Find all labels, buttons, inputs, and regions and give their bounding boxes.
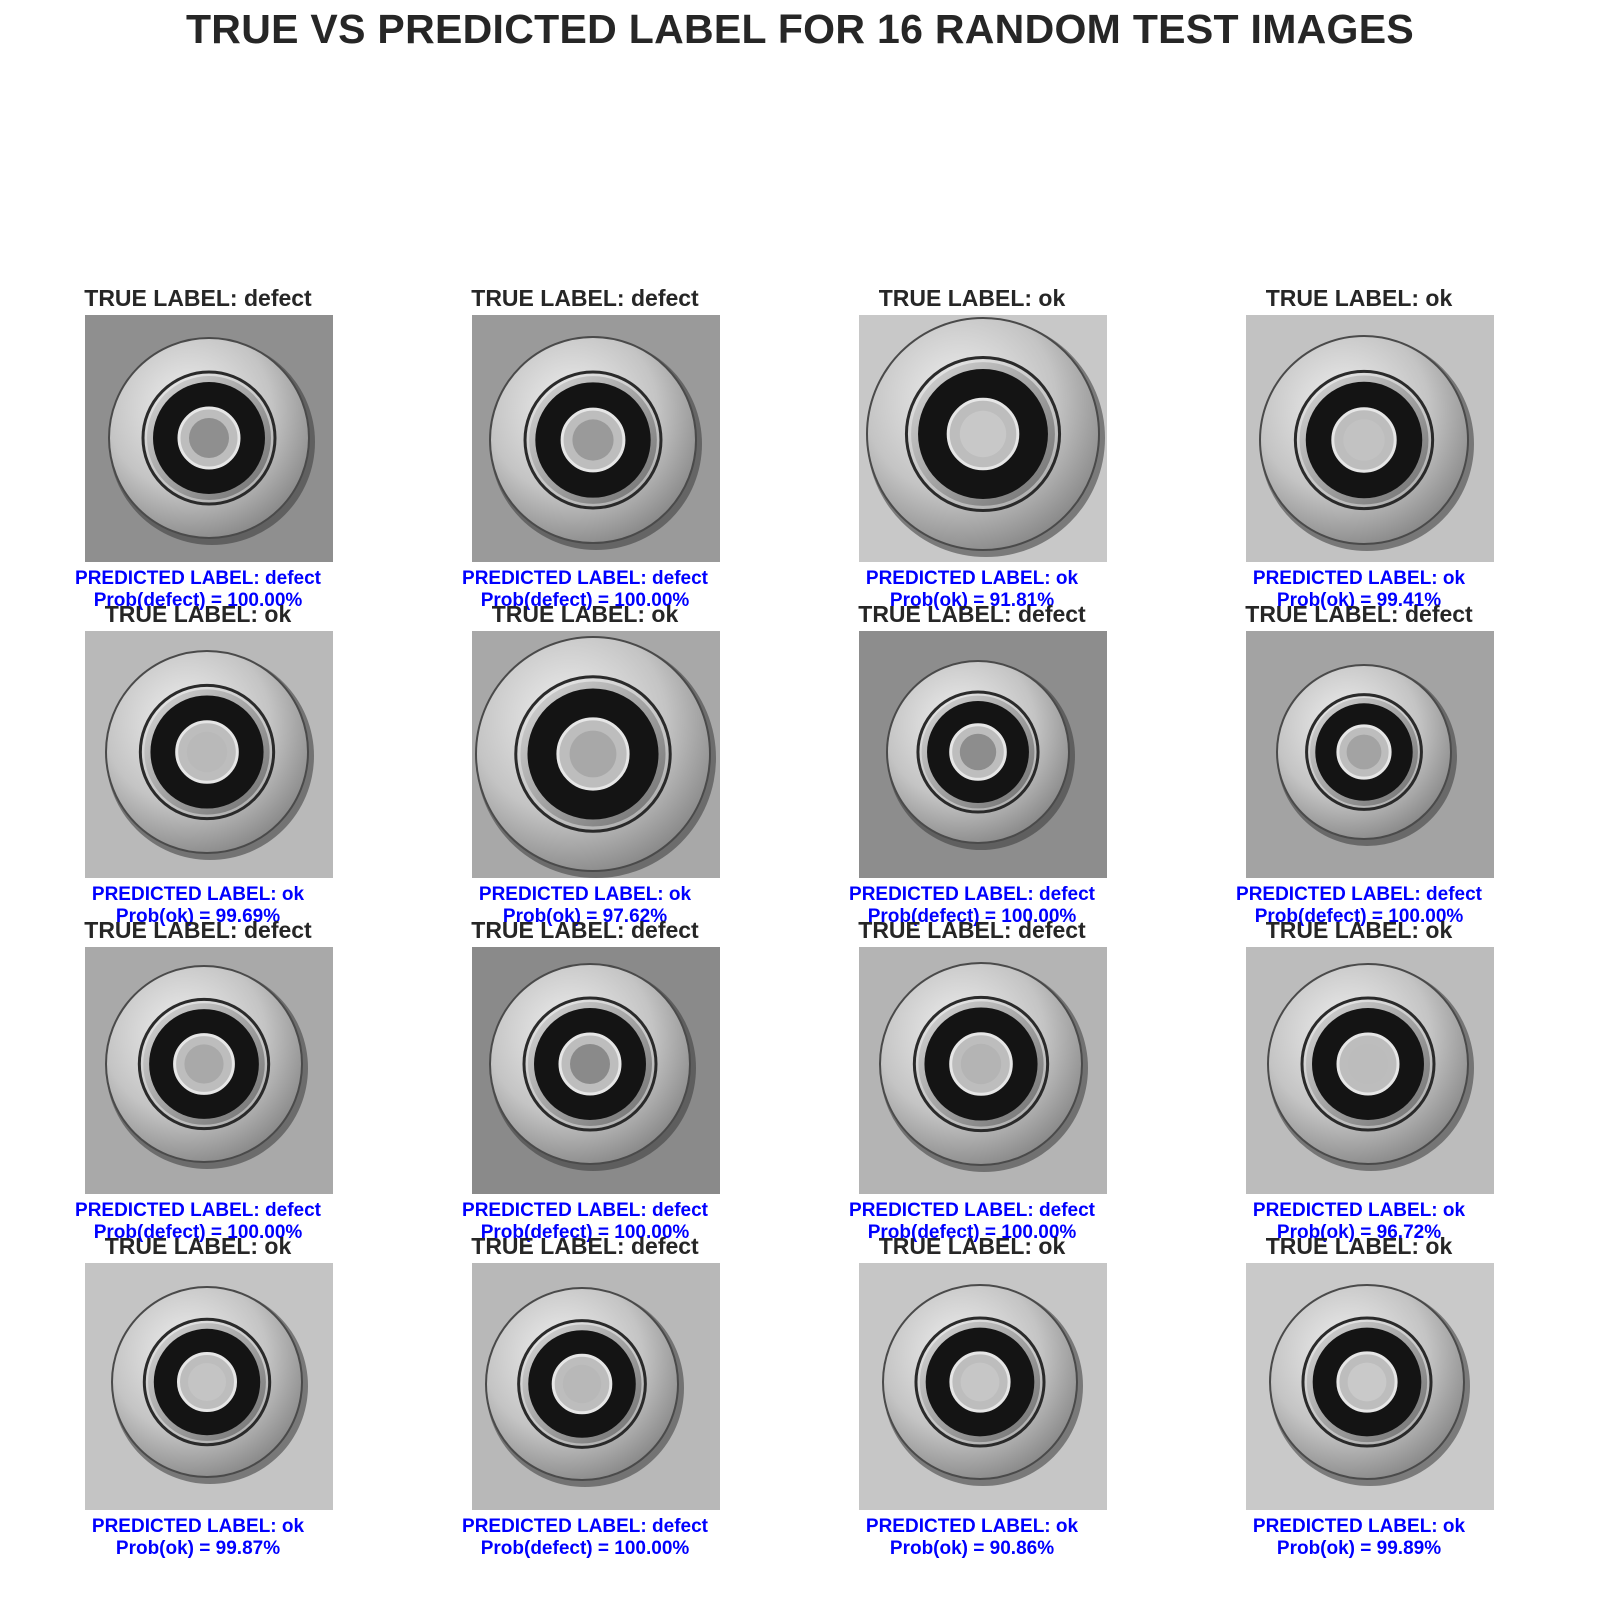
casting-image (1246, 631, 1494, 878)
predicted-label: PREDICTED LABEL: ok (1252, 1200, 1466, 1221)
casting-photo (85, 1263, 333, 1510)
true-label: TRUE LABEL: ok (1265, 917, 1453, 943)
casting-image (859, 631, 1107, 878)
prediction: PREDICTED LABEL: ok Prob(ok) = 97.62% (435, 884, 735, 928)
casting-photo (85, 631, 333, 878)
casting-photo (859, 947, 1107, 1194)
casting-photo (859, 1263, 1107, 1510)
predicted-label: PREDICTED LABEL: ok (1252, 1516, 1466, 1537)
predicted-label: PREDICTED LABEL: ok (865, 568, 1079, 589)
casting-photo (859, 315, 1107, 562)
predicted-label: PREDICTED LABEL: ok (1252, 568, 1466, 589)
predicted-label: PREDICTED LABEL: defect (849, 884, 1095, 905)
probability: Prob(defect) = 100.00% (480, 1538, 690, 1559)
casting-image (1246, 1263, 1494, 1510)
casting-image (472, 315, 720, 562)
casting-image (1246, 947, 1494, 1194)
figure-title: TRUE VS PREDICTED LABEL FOR 16 RANDOM TE… (185, 6, 1415, 52)
true-label: TRUE LABEL: ok (1265, 285, 1453, 311)
prediction: PREDICTED LABEL: defect Prob(defect) = 1… (435, 568, 735, 612)
prediction: PREDICTED LABEL: defect Prob(defect) = 1… (435, 1516, 735, 1560)
casting-image (859, 947, 1107, 1194)
casting-image (85, 315, 333, 562)
true-label: TRUE LABEL: ok (104, 601, 292, 627)
true-label: TRUE LABEL: ok (878, 285, 1066, 311)
casting-photo (1246, 947, 1494, 1194)
probability: Prob(ok) = 99.87% (115, 1538, 281, 1559)
probability: Prob(defect) = 100.00% (867, 1222, 1077, 1243)
true-label: TRUE LABEL: defect (84, 285, 312, 311)
true-label: TRUE LABEL: defect (84, 917, 312, 943)
true-label: TRUE LABEL: defect (858, 601, 1086, 627)
true-label: TRUE LABEL: ok (491, 601, 679, 627)
prediction: PREDICTED LABEL: defect Prob(defect) = 1… (822, 1200, 1122, 1244)
prediction: PREDICTED LABEL: defect Prob(defect) = 1… (1209, 884, 1509, 928)
probability: Prob(defect) = 100.00% (480, 1222, 690, 1243)
probability: Prob(defect) = 100.00% (93, 590, 303, 611)
true-label: TRUE LABEL: ok (104, 1233, 292, 1259)
predicted-label: PREDICTED LABEL: defect (462, 1516, 708, 1537)
predicted-label: PREDICTED LABEL: defect (75, 1200, 321, 1221)
casting-photo (472, 315, 720, 562)
prediction: PREDICTED LABEL: defect Prob(defect) = 1… (822, 884, 1122, 928)
casting-photo (1246, 631, 1494, 878)
prediction: PREDICTED LABEL: ok Prob(ok) = 96.72% (1209, 1200, 1509, 1244)
predicted-label: PREDICTED LABEL: ok (91, 884, 305, 905)
probability: Prob(ok) = 90.86% (889, 1538, 1055, 1559)
prediction: PREDICTED LABEL: ok Prob(ok) = 99.69% (48, 884, 348, 928)
probability: Prob(defect) = 100.00% (867, 906, 1077, 927)
predicted-label: PREDICTED LABEL: ok (91, 1516, 305, 1537)
predicted-label: PREDICTED LABEL: defect (462, 568, 708, 589)
casting-photo (859, 631, 1107, 878)
casting-photo (1246, 315, 1494, 562)
prediction: PREDICTED LABEL: ok Prob(ok) = 99.87% (48, 1516, 348, 1560)
casting-image (85, 947, 333, 1194)
casting-photo (472, 947, 720, 1194)
predicted-label: PREDICTED LABEL: ok (478, 884, 692, 905)
true-label: TRUE LABEL: defect (471, 917, 699, 943)
predicted-label: PREDICTED LABEL: defect (75, 568, 321, 589)
prediction: PREDICTED LABEL: ok Prob(ok) = 90.86% (822, 1516, 1122, 1560)
casting-photo (472, 1263, 720, 1510)
prediction: PREDICTED LABEL: ok Prob(ok) = 99.41% (1209, 568, 1509, 612)
predicted-label: PREDICTED LABEL: defect (1236, 884, 1482, 905)
casting-image (85, 1263, 333, 1510)
casting-photo (1246, 1263, 1494, 1510)
casting-photo (85, 315, 333, 562)
casting-photo (85, 947, 333, 1194)
prediction: PREDICTED LABEL: defect Prob(defect) = 1… (48, 1200, 348, 1244)
predicted-label: PREDICTED LABEL: defect (462, 1200, 708, 1221)
true-label: TRUE LABEL: defect (471, 285, 699, 311)
probability: Prob(defect) = 100.00% (1254, 906, 1464, 927)
casting-photo (472, 631, 720, 878)
probability: Prob(defect) = 100.00% (93, 1222, 303, 1243)
true-label: TRUE LABEL: ok (1265, 1233, 1453, 1259)
prediction: PREDICTED LABEL: defect Prob(defect) = 1… (435, 1200, 735, 1244)
true-label: TRUE LABEL: defect (471, 1233, 699, 1259)
true-label: TRUE LABEL: ok (878, 1233, 1066, 1259)
casting-image (472, 947, 720, 1194)
casting-image (859, 1263, 1107, 1510)
casting-image (1246, 315, 1494, 562)
probability: Prob(ok) = 97.62% (502, 906, 668, 927)
true-label: TRUE LABEL: defect (1245, 601, 1473, 627)
prediction: PREDICTED LABEL: defect Prob(defect) = 1… (48, 568, 348, 612)
casting-image (472, 631, 720, 878)
probability: Prob(ok) = 99.69% (115, 906, 281, 927)
true-label: TRUE LABEL: defect (858, 917, 1086, 943)
probability: Prob(ok) = 99.89% (1276, 1538, 1442, 1559)
probability: Prob(ok) = 99.41% (1276, 590, 1442, 611)
predicted-label: PREDICTED LABEL: ok (865, 1516, 1079, 1537)
casting-image (85, 631, 333, 878)
casting-image (472, 1263, 720, 1510)
probability: Prob(ok) = 96.72% (1276, 1222, 1442, 1243)
prediction: PREDICTED LABEL: ok Prob(ok) = 99.89% (1209, 1516, 1509, 1560)
probability: Prob(defect) = 100.00% (480, 590, 690, 611)
casting-image (859, 315, 1107, 562)
probability: Prob(ok) = 91.81% (889, 590, 1055, 611)
prediction: PREDICTED LABEL: ok Prob(ok) = 91.81% (822, 568, 1122, 612)
predicted-label: PREDICTED LABEL: defect (849, 1200, 1095, 1221)
